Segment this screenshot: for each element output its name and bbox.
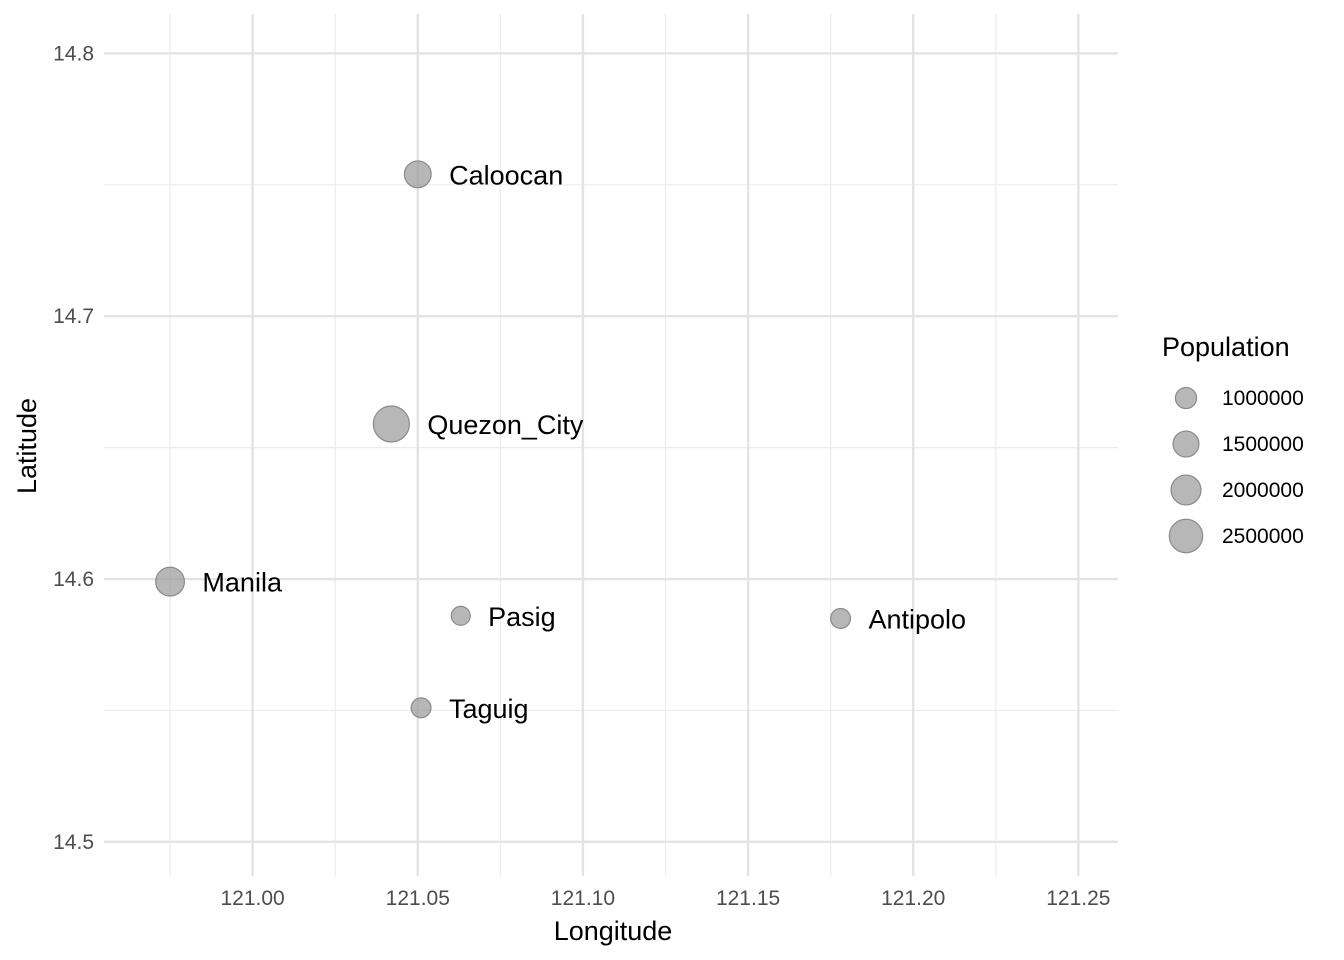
- legend-key: [1174, 386, 1198, 410]
- y-axis-ticks: 14.5 14.6 14.7 14.8: [53, 42, 94, 853]
- data-point: [403, 160, 432, 189]
- point-label: Caloocan: [449, 160, 563, 190]
- legend-key: [1170, 474, 1202, 506]
- x-tick-label: 121.15: [716, 887, 780, 910]
- x-tick-label: 121.00: [221, 887, 285, 910]
- y-tick-label: 14.6: [53, 568, 94, 591]
- point-labels: Caloocan Quezon_City Manila Pasig Antipolo Ta…: [202, 160, 966, 723]
- legend-key: [1168, 518, 1204, 554]
- minor-grid: [104, 14, 1118, 876]
- legend-key: [1172, 430, 1200, 458]
- point-label: Pasig: [488, 602, 556, 632]
- legend-label: 1000000: [1222, 387, 1304, 410]
- data-point: [830, 607, 852, 629]
- point-label: Manila: [202, 568, 283, 598]
- point-label: Taguig: [449, 694, 529, 724]
- data-point: [450, 605, 471, 626]
- legend-label: 2000000: [1222, 479, 1304, 502]
- legend-label: 1500000: [1222, 433, 1304, 456]
- x-tick-label: 121.25: [1046, 887, 1110, 910]
- legend-label: 2500000: [1222, 525, 1304, 548]
- point-label: Antipolo: [868, 604, 966, 634]
- size-legend: Population 1000000 1500000 2000000 2500000: [1162, 332, 1304, 554]
- x-axis-ticks: 121.00 121.05 121.10 121.15 121.20 121.25: [221, 887, 1111, 910]
- point-label: Quezon_City: [427, 410, 584, 440]
- x-tick-label: 121.20: [881, 887, 945, 910]
- data-point: [372, 405, 410, 443]
- x-tick-label: 121.05: [386, 887, 450, 910]
- x-axis-title: Longitude: [554, 916, 673, 946]
- major-grid: [104, 14, 1118, 876]
- data-point: [155, 566, 186, 597]
- data-points: [155, 160, 852, 719]
- y-tick-label: 14.5: [53, 831, 94, 854]
- legend-title: Population: [1162, 332, 1290, 362]
- y-tick-label: 14.8: [53, 42, 94, 65]
- y-axis-title: Latitude: [12, 398, 42, 494]
- y-tick-label: 14.7: [53, 305, 94, 328]
- data-point: [410, 697, 432, 719]
- x-tick-label: 121.10: [551, 887, 615, 910]
